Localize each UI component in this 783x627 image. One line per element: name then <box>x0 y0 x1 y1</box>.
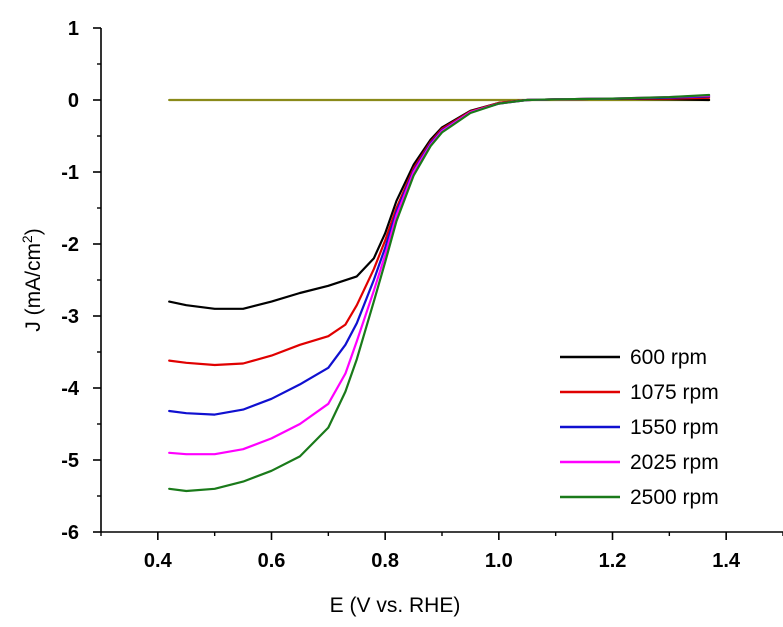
series-line-2025-rpm <box>168 94 711 456</box>
legend-label: 1550 rpm <box>630 416 719 439</box>
y-tick-label: -1 <box>61 162 79 184</box>
x-tick-label: 0.4 <box>144 550 173 572</box>
y-tick-label: -4 <box>61 378 80 400</box>
x-tick-label: 1.2 <box>599 550 627 572</box>
series-line-2500-rpm <box>168 93 711 493</box>
legend-label: 1075 rpm <box>630 381 719 404</box>
x-tick-label: 0.6 <box>258 550 286 572</box>
x-tick-label: 0.8 <box>371 550 399 572</box>
y-axis-title-close: ) <box>22 228 45 235</box>
y-tick-label: 0 <box>68 90 79 112</box>
tick-layer: 1 0 -1 -2 -3 -4 -5 -6 0.4 0.6 0.8 1.0 1.2 1.4 <box>61 18 783 572</box>
legend-label: 2500 rpm <box>630 486 719 509</box>
legend-label: 2025 rpm <box>630 451 719 474</box>
y-tick-label: -6 <box>61 522 79 544</box>
series-line-600-rpm <box>168 97 711 310</box>
x-tick-label: 1.0 <box>485 550 513 572</box>
series-layer <box>168 93 711 493</box>
series-line-1075-rpm <box>168 96 711 367</box>
x-tick-label: 1.4 <box>712 550 741 572</box>
y-tick-label: -5 <box>61 450 79 472</box>
y-tick-label: 1 <box>68 18 79 40</box>
y-axis-title: J (mA/cm2) <box>19 228 45 331</box>
y-tick-label: -3 <box>61 306 79 328</box>
y-tick-label: -2 <box>61 234 79 256</box>
y-axis-title-sup: 2 <box>19 235 35 243</box>
y-axis-title-main: J (mA/cm <box>22 243 45 332</box>
legend-label: 600 rpm <box>630 346 707 369</box>
legend: 600 rpm 1075 rpm 1550 rpm 2025 rpm 2500 rpm <box>560 346 719 509</box>
x-axis-title: E (V vs. RHE) <box>330 594 461 617</box>
series-line-1550-rpm <box>168 95 711 416</box>
